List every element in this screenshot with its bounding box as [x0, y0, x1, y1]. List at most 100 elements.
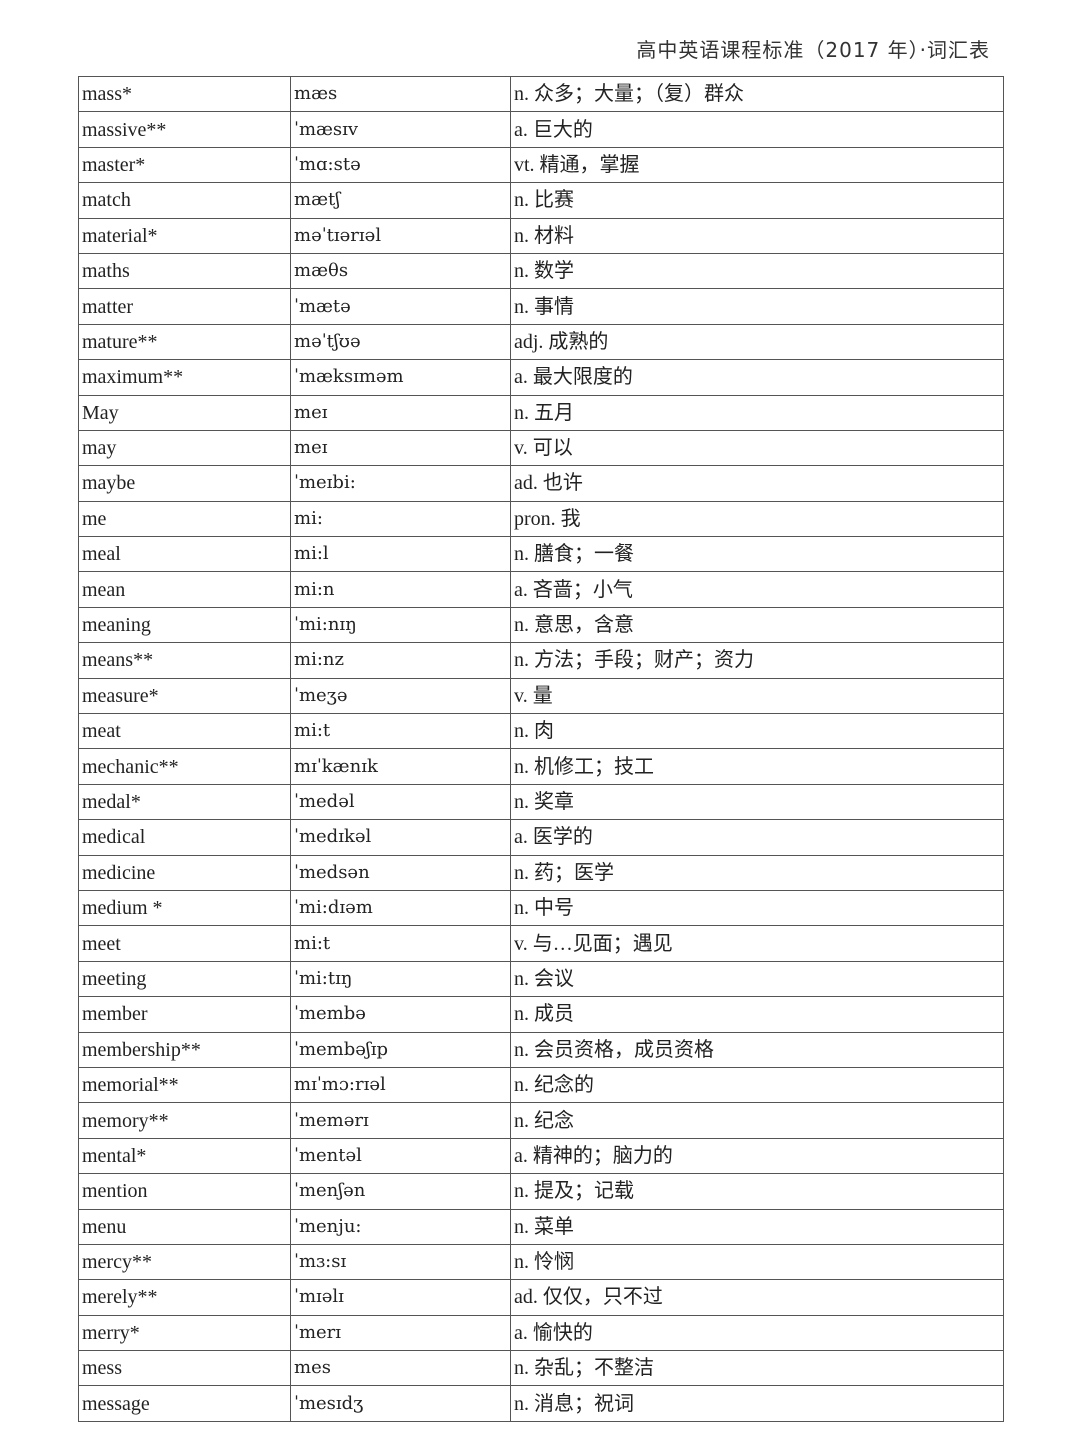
word-cell: maths — [78, 252, 291, 290]
phonetic-cell: ˈmɜ:sɪ — [290, 1243, 511, 1281]
word-cell: meat — [78, 713, 291, 750]
word-cell: meeting — [78, 960, 291, 998]
phonetic-cell: mi:t — [290, 713, 511, 750]
meaning-cell: a. 医学的 — [510, 819, 1004, 856]
table-row: medical ˈmedɪkəl a. 医学的 — [78, 819, 1004, 856]
page-header-title: 高中英语课程标准（2017 年）·词汇表 — [636, 38, 990, 62]
meaning-cell: n. 怜悯 — [510, 1243, 1004, 1281]
meaning-cell: pron. 我 — [510, 500, 1004, 538]
meaning-cell: n. 消息；祝词 — [510, 1385, 1004, 1422]
meaning-cell: a. 精神的；脑力的 — [510, 1137, 1004, 1175]
table-row: means** mi:nz n. 方法；手段；财产；资力 — [78, 642, 1004, 679]
meaning-cell: n. 提及；记载 — [510, 1173, 1004, 1210]
phonetic-cell: mi:l — [290, 536, 511, 573]
word-cell: maximum** — [78, 359, 291, 396]
phonetic-cell: ˈmenʃən — [290, 1173, 511, 1210]
phonetic-cell: ˈmɪəlɪ — [290, 1279, 511, 1316]
word-cell: mature** — [78, 323, 291, 361]
phonetic-cell: ˈmeʒə — [290, 677, 511, 715]
meaning-cell: n. 机修工；技工 — [510, 748, 1004, 785]
phonetic-cell: ˈmerɪ — [290, 1314, 511, 1352]
meaning-cell: n. 菜单 — [510, 1208, 1004, 1245]
table-row: medicine ˈmedsən n. 药；医学 — [78, 854, 1004, 891]
word-cell: member — [78, 996, 291, 1033]
phonetic-cell: ˈmætə — [290, 288, 511, 325]
meaning-cell: n. 数学 — [510, 252, 1004, 290]
word-cell: message — [78, 1385, 291, 1422]
word-cell: medal* — [78, 783, 291, 821]
word-cell: master* — [78, 146, 291, 184]
meaning-cell: v. 可以 — [510, 429, 1004, 467]
word-cell: May — [78, 394, 291, 431]
table-row: measure* ˈmeʒə v. 量 — [78, 677, 1004, 715]
phonetic-cell: ˈmɑ:stə — [290, 146, 511, 184]
vocabulary-table: mass* mæs n. 众多；大量；（复）群众 massive** ˈmæsɪ… — [78, 75, 1004, 1422]
phonetic-cell: ˈmembəʃɪp — [290, 1031, 511, 1068]
word-cell: mercy** — [78, 1243, 291, 1281]
meaning-cell: n. 五月 — [510, 394, 1004, 431]
phonetic-cell: ˈmentəl — [290, 1137, 511, 1175]
table-row: medium * ˈmi:dɪəm n. 中号 — [78, 889, 1004, 927]
word-cell: membership** — [78, 1031, 291, 1068]
meaning-cell: n. 膳食；一餐 — [510, 536, 1004, 573]
word-cell: memory** — [78, 1102, 291, 1139]
table-row: matter ˈmætə n. 事情 — [78, 288, 1004, 325]
phonetic-cell: meɪ — [290, 394, 511, 431]
table-row: member ˈmembə n. 成员 — [78, 996, 1004, 1033]
vocabulary-table-body: mass* mæs n. 众多；大量；（复）群众 massive** ˈmæsɪ… — [78, 75, 1004, 1422]
word-cell: means** — [78, 642, 291, 679]
word-cell: medical — [78, 819, 291, 856]
word-cell: medicine — [78, 854, 291, 891]
phonetic-cell: ˈmedɪkəl — [290, 819, 511, 856]
word-cell: matter — [78, 288, 291, 325]
meaning-cell: n. 比赛 — [510, 182, 1004, 219]
table-row: may meɪ v. 可以 — [78, 429, 1004, 467]
table-row: mean mi:n a. 吝啬；小气 — [78, 571, 1004, 608]
word-cell: mechanic** — [78, 748, 291, 785]
word-cell: meet — [78, 925, 291, 962]
meaning-cell: n. 事情 — [510, 288, 1004, 325]
phonetic-cell: ˈmi:dɪəm — [290, 889, 511, 927]
meaning-cell: n. 意思，含意 — [510, 606, 1004, 644]
table-row: merry* ˈmerɪ a. 愉快的 — [78, 1314, 1004, 1352]
table-row: mass* mæs n. 众多；大量；（复）群众 — [78, 75, 1004, 113]
word-cell: material* — [78, 217, 291, 254]
meaning-cell: vt. 精通，掌握 — [510, 146, 1004, 184]
word-cell: may — [78, 429, 291, 467]
phonetic-cell: məˈtʃʊə — [290, 323, 511, 361]
word-cell: maybe — [78, 465, 291, 502]
meaning-cell: n. 成员 — [510, 996, 1004, 1033]
meaning-cell: n. 会员资格，成员资格 — [510, 1031, 1004, 1068]
meaning-cell: v. 量 — [510, 677, 1004, 715]
phonetic-cell: ˈmeɪbi: — [290, 465, 511, 502]
word-cell: massive** — [78, 111, 291, 148]
phonetic-cell: ˈmesɪdʒ — [290, 1385, 511, 1422]
meaning-cell: a. 最大限度的 — [510, 359, 1004, 396]
table-row: merely** ˈmɪəlɪ ad. 仅仅，只不过 — [78, 1279, 1004, 1316]
table-row: meaning ˈmi:nɪŋ n. 意思，含意 — [78, 606, 1004, 644]
table-row: message ˈmesɪdʒ n. 消息；祝词 — [78, 1385, 1004, 1422]
word-cell: me — [78, 500, 291, 538]
phonetic-cell: mes — [290, 1350, 511, 1387]
table-row: mercy** ˈmɜ:sɪ n. 怜悯 — [78, 1243, 1004, 1281]
phonetic-cell: ˈmi:tɪŋ — [290, 960, 511, 998]
phonetic-cell: mi:n — [290, 571, 511, 608]
phonetic-cell: məˈtɪərɪəl — [290, 217, 511, 254]
table-row: mature** məˈtʃʊə adj. 成熟的 — [78, 323, 1004, 361]
phonetic-cell: ˈmedsən — [290, 854, 511, 891]
word-cell: merely** — [78, 1279, 291, 1316]
word-cell: mental* — [78, 1137, 291, 1175]
phonetic-cell: ˈmembə — [290, 996, 511, 1033]
meaning-cell: n. 众多；大量；（复）群众 — [510, 75, 1004, 113]
meaning-cell: n. 肉 — [510, 713, 1004, 750]
word-cell: mention — [78, 1173, 291, 1210]
meaning-cell: n. 中号 — [510, 889, 1004, 927]
word-cell: menu — [78, 1208, 291, 1245]
meaning-cell: a. 巨大的 — [510, 111, 1004, 148]
phonetic-cell: ˈmenju: — [290, 1208, 511, 1245]
word-cell: meaning — [78, 606, 291, 644]
table-row: menu ˈmenju: n. 菜单 — [78, 1208, 1004, 1245]
table-row: meeting ˈmi:tɪŋ n. 会议 — [78, 960, 1004, 998]
meaning-cell: a. 愉快的 — [510, 1314, 1004, 1352]
meaning-cell: n. 纪念 — [510, 1102, 1004, 1139]
